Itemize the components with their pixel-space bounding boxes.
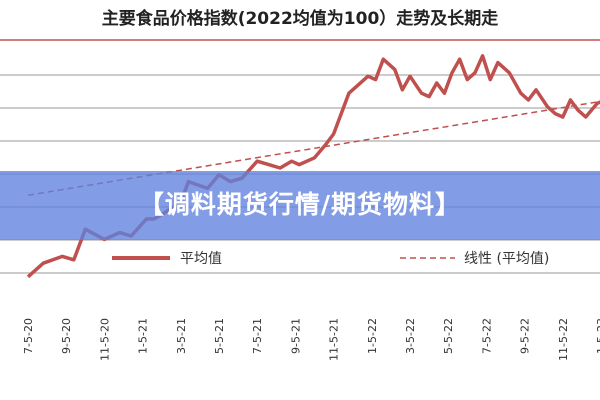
- x-tick-label: 1-5-23: [595, 318, 600, 354]
- chart-title: 主要食品价格指数(2022均值为100）走势及长期走: [101, 9, 499, 29]
- x-tick-label: 1-5-22: [366, 318, 379, 354]
- x-tick-label: 7-5-20: [22, 318, 35, 354]
- x-tick-label: 7-5-21: [251, 318, 264, 354]
- x-tick-label: 3-5-21: [175, 318, 188, 354]
- x-tick-label: 9-5-22: [519, 318, 532, 354]
- x-tick-label: 11-5-22: [557, 318, 570, 361]
- x-tick-label: 9-5-21: [289, 318, 302, 354]
- x-tick-label: 5-5-21: [213, 318, 226, 354]
- x-tick-label: 5-5-22: [442, 318, 455, 354]
- legend-label-average: 平均值: [180, 251, 222, 267]
- x-tick-label: 7-5-22: [480, 318, 493, 354]
- x-tick-label: 1-5-21: [137, 318, 150, 354]
- x-tick-label: 3-5-22: [404, 318, 417, 354]
- overlay-banner: [0, 171, 600, 240]
- x-tick-label: 11-5-21: [328, 318, 341, 361]
- x-tick-label: 11-5-20: [98, 318, 111, 361]
- legend: 平均值 线性 (平均值): [112, 251, 549, 267]
- x-axis-ticks: 7-5-20 9-5-20 11-5-20 1-5-21 3-5-21 5-5-21 7-5…: [22, 318, 600, 361]
- banner-title: 【调料期货行情/期货物料】: [138, 190, 462, 219]
- legend-label-trend: 线性 (平均值): [464, 251, 549, 267]
- x-tick-label: 9-5-20: [60, 318, 73, 354]
- series-line-average: [26, 54, 600, 279]
- series-line-layer: [26, 54, 600, 279]
